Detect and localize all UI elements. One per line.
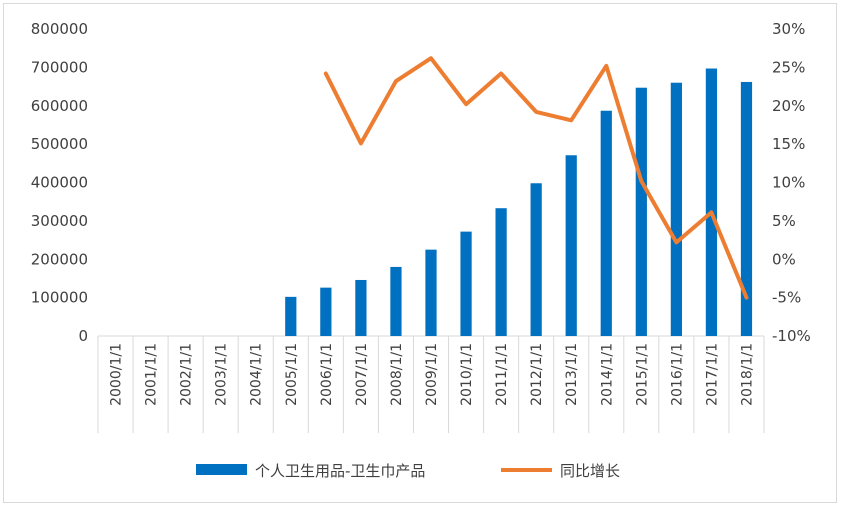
bar — [705, 68, 718, 337]
right-tick-label: 20% — [772, 97, 805, 115]
x-tick-label: 2016/1/1 — [669, 343, 685, 406]
legend: 个人卫生用品-卫生巾产品 同比增长 — [196, 462, 620, 480]
bar — [320, 287, 332, 336]
x-tick-label: 2003/1/1 — [214, 343, 230, 406]
bar — [460, 231, 472, 336]
left-tick-label: 200000 — [31, 250, 88, 268]
left-tick-label: 500000 — [31, 135, 88, 153]
left-tick-label: 400000 — [31, 174, 88, 192]
x-axis-ticks: 2000/1/1 2001/1/1 2002/1/1 2003/1/1 2004/1/1… — [109, 343, 756, 406]
x-tick-label: 2002/1/1 — [179, 343, 195, 406]
right-tick-label: 0% — [772, 250, 796, 268]
left-tick-label: 100000 — [31, 289, 88, 307]
right-tick-label: -10% — [772, 327, 811, 345]
x-tick-label: 2006/1/1 — [319, 343, 335, 406]
x-tick-label: 2007/1/1 — [354, 343, 370, 406]
x-tick-label: 2011/1/1 — [494, 343, 510, 406]
left-tick-label: 800000 — [31, 20, 88, 38]
bar — [355, 279, 367, 336]
left-tick-label: 700000 — [31, 58, 88, 76]
x-tick-label: 2008/1/1 — [389, 343, 405, 406]
right-tick-label: 25% — [772, 58, 805, 76]
x-tick-label: 2000/1/1 — [109, 343, 125, 406]
bar — [565, 155, 577, 336]
right-tick-label: -5% — [772, 289, 801, 307]
x-tick-label: 2005/1/1 — [284, 343, 300, 406]
bar-series — [285, 68, 753, 337]
legend-bar-swatch — [196, 464, 247, 475]
bar — [285, 296, 297, 336]
right-tick-label: 5% — [772, 212, 796, 230]
x-tick-label: 2013/1/1 — [564, 343, 580, 406]
left-tick-label: 600000 — [31, 97, 88, 115]
bar — [600, 110, 612, 337]
right-tick-label: 30% — [772, 20, 805, 38]
bar — [390, 266, 402, 336]
bar — [740, 81, 753, 337]
x-tick-label: 2010/1/1 — [459, 343, 475, 406]
line-series — [323, 56, 749, 300]
left-tick-label: 300000 — [31, 212, 88, 230]
x-tick-label: 2001/1/1 — [144, 343, 160, 406]
right-axis-ticks: -10% -5% 0% 5% 10% 15% 20% 25% 30% — [772, 20, 811, 345]
left-axis-ticks: 0 100000 200000 300000 400000 500000 600000 700… — [31, 20, 88, 345]
left-tick-label: 0 — [78, 327, 88, 345]
x-tick-label: 2015/1/1 — [634, 343, 650, 406]
x-tick-label: 2017/1/1 — [704, 343, 720, 406]
x-tick-label: 2004/1/1 — [249, 343, 265, 406]
bar — [670, 82, 682, 336]
bar — [635, 87, 647, 337]
legend-bar-label: 个人卫生用品-卫生巾产品 — [255, 462, 425, 480]
combo-chart: 0 100000 200000 300000 400000 500000 600000 700… — [31, 20, 811, 480]
x-tick-label: 2014/1/1 — [599, 343, 615, 406]
x-tick-label: 2018/1/1 — [739, 343, 755, 406]
axes — [97, 335, 765, 433]
growth-line — [323, 56, 749, 300]
right-tick-label: 10% — [772, 174, 805, 192]
right-tick-label: 15% — [772, 135, 805, 153]
legend-line-label: 同比增长 — [560, 462, 620, 480]
bar — [495, 208, 507, 336]
bar — [530, 183, 542, 336]
x-tick-label: 2009/1/1 — [424, 343, 440, 406]
x-tick-label: 2012/1/1 — [529, 343, 545, 406]
bar — [425, 249, 437, 336]
chart-frame: 0 100000 200000 300000 400000 500000 600000 700… — [3, 3, 837, 503]
